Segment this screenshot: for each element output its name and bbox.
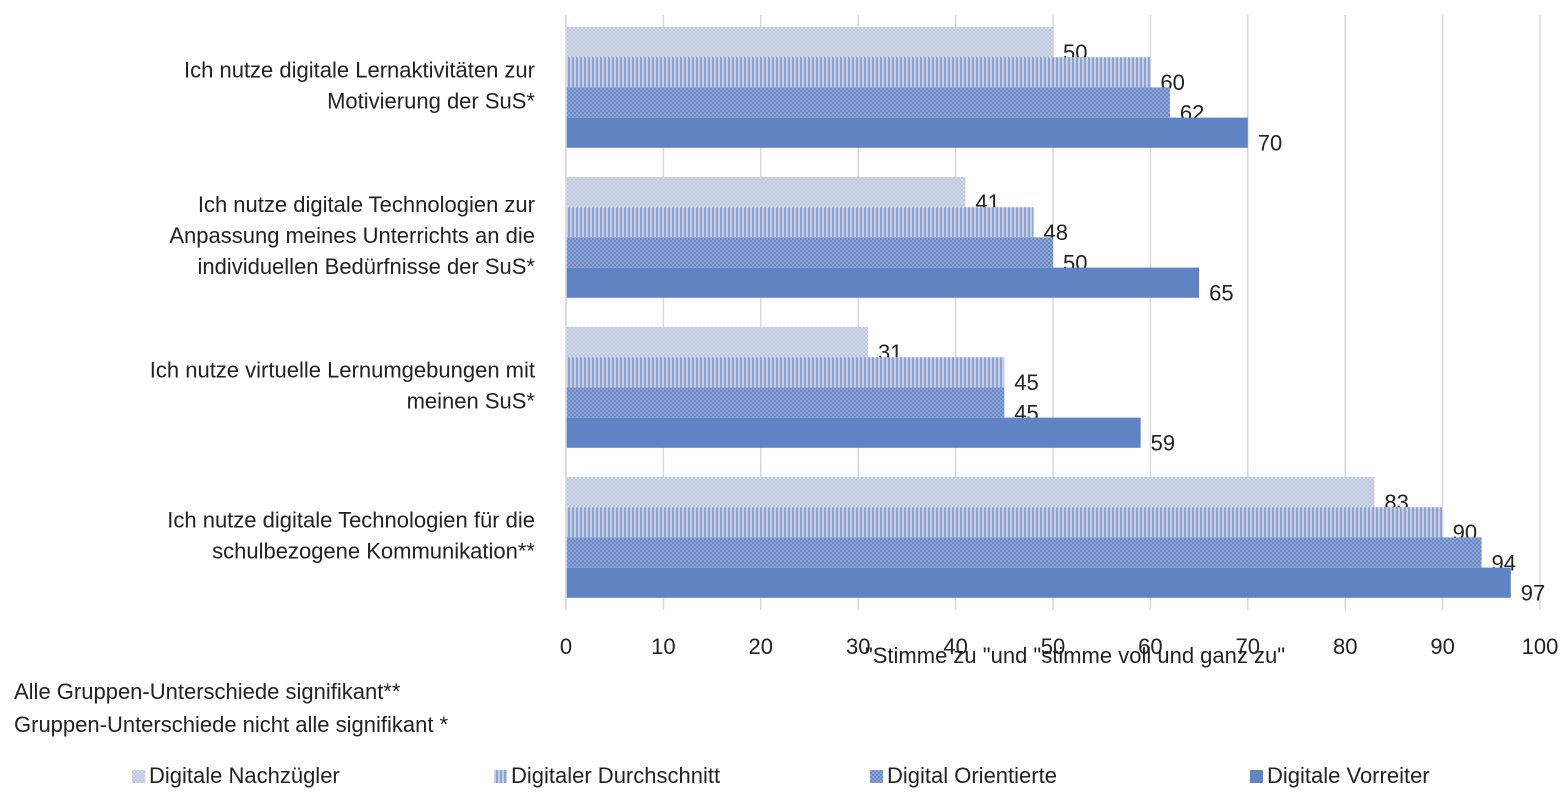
legend-swatch	[870, 770, 883, 783]
bar	[566, 327, 868, 358]
bar	[566, 27, 1053, 58]
x-tick-label: 10	[651, 634, 675, 659]
legend-swatch	[1250, 770, 1263, 783]
category-label: Ich nutze virtuelle Lernumgebungen mit	[150, 358, 535, 383]
category-label: Ich nutze digitale Technologien zur	[198, 192, 535, 217]
bar	[566, 387, 1005, 418]
legend-label: Digitale Vorreiter	[1267, 763, 1430, 788]
x-tick-label: 50	[1041, 634, 1065, 659]
legend-swatch	[132, 770, 145, 783]
data-label: 45	[1014, 370, 1038, 395]
bar	[566, 477, 1375, 508]
category-label: schulbezogene Kommunikation**	[212, 539, 535, 564]
x-tick-label: 80	[1333, 634, 1357, 659]
bar	[566, 57, 1151, 88]
bar	[566, 207, 1034, 238]
legend-label: Digitale Nachzügler	[149, 763, 340, 788]
x-tick-label: 20	[749, 634, 773, 659]
data-label: 59	[1151, 431, 1175, 456]
category-label: Ich nutze digitale Lernaktivitäten zur	[184, 58, 535, 83]
category-label: individuellen Bedürfnisse der SuS*	[197, 254, 535, 279]
bar	[566, 417, 1141, 448]
bar	[566, 507, 1443, 538]
category-label: Ich nutze digitale Technologien für die	[167, 508, 535, 533]
bar	[566, 357, 1005, 388]
bar	[566, 177, 966, 208]
category-label: Anpassung meines Unterrichts an die	[169, 223, 535, 248]
category-label: meinen SuS*	[407, 389, 536, 414]
bar	[566, 237, 1053, 268]
bar	[566, 87, 1170, 118]
bar	[566, 117, 1248, 148]
x-tick-label: 0	[560, 634, 572, 659]
x-tick-label: 90	[1430, 634, 1454, 659]
note: Alle Gruppen-Unterschiede signifikant**	[14, 679, 401, 704]
legend-swatch	[494, 770, 507, 783]
data-label: 97	[1521, 581, 1545, 606]
note: Gruppen-Unterschiede nicht alle signifik…	[14, 712, 449, 737]
x-tick-label: 30	[846, 634, 870, 659]
legend-label: Digitaler Durchschnitt	[511, 763, 720, 788]
x-tick-label: 40	[943, 634, 967, 659]
x-axis-label: "Stimme zu "und "stimme voll und ganz zu…	[865, 643, 1285, 668]
category-label: Motivierung der SuS*	[327, 89, 535, 114]
x-tick-label: 60	[1138, 634, 1162, 659]
bar	[566, 537, 1482, 568]
legend-label: Digital Orientierte	[887, 763, 1057, 788]
data-label: 70	[1258, 131, 1282, 156]
bar	[566, 267, 1200, 298]
x-tick-label: 100	[1522, 634, 1559, 659]
x-tick-label: 70	[1236, 634, 1260, 659]
bar	[566, 567, 1511, 598]
data-label: 65	[1209, 281, 1233, 306]
